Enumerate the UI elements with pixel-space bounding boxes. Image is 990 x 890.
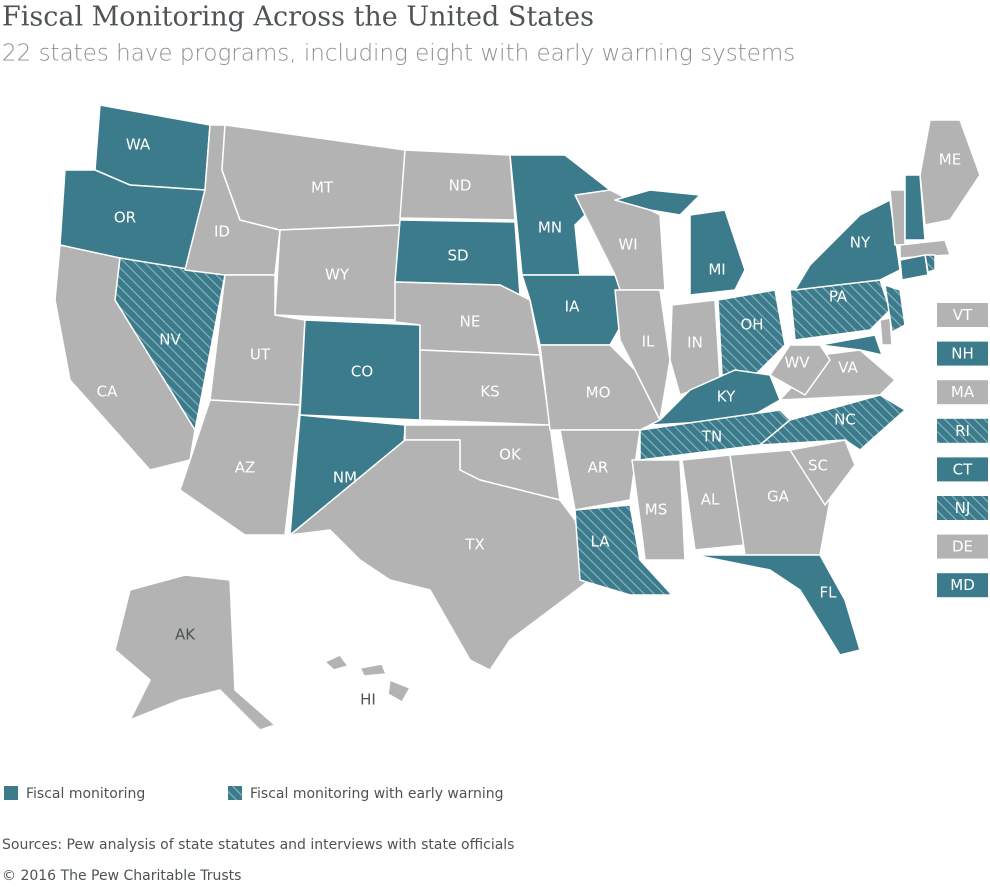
- legend: Fiscal monitoring Fiscal monitoring with …: [4, 786, 504, 802]
- state-label: GA: [767, 488, 790, 506]
- state-shape: [884, 284, 906, 333]
- small-state-label: CT: [953, 460, 973, 478]
- small-state-label: VT: [953, 306, 973, 324]
- state-label: NC: [834, 411, 856, 429]
- state-label: ND: [449, 177, 472, 195]
- small-state-box: [937, 496, 988, 520]
- state-shape: [221, 124, 406, 231]
- state-label: WA: [126, 136, 151, 154]
- state-label: AR: [588, 459, 609, 477]
- state-shape: [359, 663, 387, 677]
- small-state-label: NJ: [955, 499, 971, 517]
- state-label: TX: [464, 536, 484, 554]
- legend-label: Fiscal monitoring with early warning: [250, 786, 504, 802]
- small-state-label: NH: [951, 345, 974, 363]
- small-state-label: DE: [952, 538, 973, 556]
- small-state-label: MD: [950, 576, 975, 594]
- state-label: WI: [618, 236, 637, 254]
- small-state-box: [937, 380, 988, 405]
- state-shape: [717, 289, 786, 376]
- state-label: AL: [701, 491, 720, 509]
- state-shape: [574, 189, 666, 291]
- states-layer: [54, 104, 981, 731]
- small-state-box: [937, 303, 988, 327]
- state-shape: [649, 369, 781, 426]
- state-label: HI: [360, 691, 376, 709]
- state-label: SD: [447, 247, 468, 265]
- state-label: FL: [820, 584, 838, 602]
- labels-layer: WA OR CA NV ID MT WY UT AZ CO NM ND SD NE KS OK TX MN IA MO…: [97, 136, 988, 709]
- state-shape: [114, 574, 276, 731]
- state-label: ID: [214, 223, 230, 241]
- state-label: ME: [939, 151, 961, 169]
- state-label: NY: [850, 234, 871, 252]
- state-label: WY: [325, 266, 350, 284]
- state-label: WV: [784, 354, 810, 372]
- state-label: OK: [499, 446, 522, 464]
- state-label: MI: [708, 261, 725, 279]
- state-shape: [794, 199, 901, 291]
- state-shape: [689, 209, 746, 296]
- state-shape: [574, 504, 673, 596]
- state-shape: [729, 449, 831, 556]
- legend-label: Fiscal monitoring: [26, 786, 145, 802]
- small-state-label: RI: [955, 422, 970, 440]
- state-label: CO: [351, 363, 373, 381]
- state-label: CA: [97, 383, 118, 401]
- state-label: NV: [159, 331, 181, 349]
- state-shape: [919, 119, 981, 226]
- state-shape: [694, 554, 861, 656]
- small-state-box: [937, 573, 988, 598]
- state-shape: [879, 317, 893, 346]
- state-label: LA: [591, 533, 611, 551]
- state-shape: [789, 439, 856, 506]
- state-shape: [387, 679, 411, 703]
- state-shape: [819, 334, 883, 356]
- state-label: NM: [333, 469, 357, 487]
- state-label: MO: [586, 384, 611, 402]
- state-label: OR: [114, 209, 136, 227]
- state-label: IN: [687, 334, 703, 352]
- state-label: AZ: [235, 459, 256, 477]
- state-label: NE: [460, 313, 481, 331]
- small-state-label: MA: [951, 383, 975, 401]
- state-shape: [904, 174, 926, 241]
- sources: Sources: Pew analysis of state statutes …: [2, 837, 514, 853]
- legend-swatch: [228, 786, 242, 800]
- state-label: UT: [250, 346, 271, 364]
- state-label: MN: [538, 219, 562, 237]
- state-shape: [614, 189, 701, 216]
- state-shape: [559, 429, 641, 511]
- state-label: KS: [480, 383, 499, 401]
- legend-swatch: [4, 786, 18, 800]
- small-state-box: [937, 457, 988, 482]
- state-label: MT: [311, 179, 334, 197]
- state-label: OH: [740, 316, 763, 334]
- state-shape: [759, 394, 906, 451]
- state-label: MS: [645, 501, 667, 519]
- state-label: TN: [701, 428, 722, 446]
- state-shape: [769, 344, 831, 396]
- copyright: © 2016 The Pew Charitable Trusts: [2, 868, 241, 884]
- state-label: SC: [808, 457, 828, 475]
- state-label: IA: [565, 298, 580, 316]
- state-label: KY: [717, 388, 736, 406]
- state-label: IL: [642, 333, 655, 351]
- state-shape: [289, 439, 591, 671]
- state-shape: [899, 254, 929, 281]
- title: Fiscal Monitoring Across the United Stat…: [2, 2, 594, 33]
- state-shape: [631, 459, 686, 561]
- small-state-box: [937, 534, 988, 559]
- small-state-box: [937, 418, 988, 443]
- state-shape: [324, 654, 349, 671]
- state-label: VA: [838, 359, 858, 377]
- state-label: AK: [175, 626, 196, 644]
- state-label: PA: [829, 288, 848, 306]
- small-state-box: [937, 341, 988, 366]
- state-shape: [399, 149, 516, 221]
- subtitle: 22 states have programs, including eight…: [2, 41, 795, 67]
- state-shape: [899, 239, 951, 259]
